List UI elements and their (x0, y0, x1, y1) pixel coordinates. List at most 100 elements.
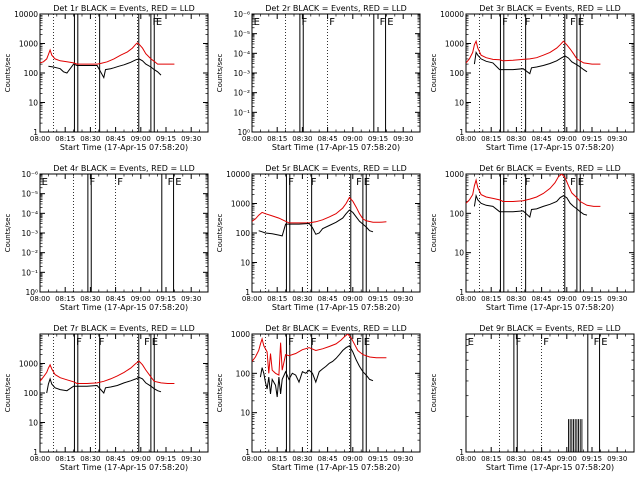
y-tick-label: 10⁻¹ (233, 108, 250, 117)
y-tick-label: 10 (454, 99, 464, 108)
flag-label: F (570, 17, 576, 28)
flag-label: E (42, 177, 48, 188)
flag-label: E (175, 177, 181, 188)
panel-title: Det 9r BLACK = Events, RED = LLD (479, 324, 621, 333)
x-tick-label: 09:15 (582, 455, 602, 463)
flag-label: E (578, 177, 584, 188)
x-tick-label: 08:30 (292, 295, 312, 303)
y-axis-label: Counts/sec (216, 374, 224, 413)
x-tick-label: 08:15 (267, 455, 287, 463)
y-tick-label: 100 (236, 369, 251, 378)
x-axis-label: Start Time (17-Apr-15 07:58:20) (60, 143, 188, 152)
x-tick-label: 09:15 (156, 135, 176, 143)
y-tick-label: 1000 (19, 360, 38, 369)
flag-label: E (254, 17, 260, 28)
flag-label: F (502, 177, 508, 188)
y-tick-label: 10⁻³ (233, 69, 250, 78)
x-tick-label: 09:15 (368, 295, 388, 303)
y-tick-label: 10⁻⁴ (21, 209, 38, 218)
y-tick-label: 100 (450, 69, 465, 78)
x-tick-label: 09:30 (181, 455, 201, 463)
flag-label: F (543, 337, 549, 348)
x-tick-label: 08:15 (481, 135, 501, 143)
flag-label: E (387, 17, 393, 28)
x-tick-label: 09:15 (156, 455, 176, 463)
x-tick-label: 08:15 (55, 455, 75, 463)
x-tick-label: 08:30 (292, 455, 312, 463)
panel-title: Det 4r BLACK = Events, RED = LLD (53, 164, 195, 173)
flag-label: F (168, 177, 174, 188)
y-axis-label: Counts/sec (4, 54, 12, 93)
x-axis-label: Start Time (17-Apr-15 07:58:20) (272, 463, 400, 472)
x-tick-label: 08:30 (80, 455, 100, 463)
x-tick-label: 09:30 (607, 455, 627, 463)
y-tick-label: 1 (459, 288, 464, 297)
y-tick-label: 10⁻³ (21, 229, 38, 238)
x-axis-label: Start Time (17-Apr-15 07:58:20) (272, 143, 400, 152)
flag-label: F (594, 337, 600, 348)
flag-label: F (380, 17, 386, 28)
x-tick-label: 09:30 (181, 135, 201, 143)
y-tick-label: 10⁻⁶ (21, 170, 38, 179)
y-tick-label: 10 (240, 409, 250, 418)
x-tick-label: 08:15 (481, 455, 501, 463)
panel-title: Det 3r BLACK = Events, RED = LLD (479, 4, 621, 13)
y-tick-label: 1 (459, 128, 464, 137)
x-tick-label: 08:45 (532, 135, 552, 143)
flag-label: F (502, 17, 508, 28)
x-tick-label: 08:30 (506, 295, 526, 303)
x-tick-label: 08:15 (267, 295, 287, 303)
y-tick-label: 10 (240, 259, 250, 268)
x-tick-label: 09:30 (393, 455, 413, 463)
flag-label: F (329, 17, 335, 28)
y-tick-label: 10⁻⁴ (233, 49, 250, 58)
panel-title: Det 2r BLACK = Events, RED = LLD (265, 4, 407, 13)
x-tick-label: 09:00 (131, 295, 151, 303)
flag-label: F (288, 337, 294, 348)
x-tick-label: 09:30 (181, 295, 201, 303)
x-tick-label: 08:45 (318, 135, 338, 143)
events-series-line (473, 193, 588, 219)
y-tick-label: 10 (454, 249, 464, 258)
y-tick-label: 1000 (231, 330, 250, 339)
flag-label: F (288, 177, 294, 188)
x-tick-label: 09:00 (343, 135, 363, 143)
x-axis-label: Start Time (17-Apr-15 07:58:20) (486, 303, 614, 312)
x-tick-label: 09:15 (582, 295, 602, 303)
y-axis-label: Counts/sec (216, 214, 224, 253)
panel-det-1r: Det 1r BLACK = Events, RED = LLD FE 1 10 100… (4, 4, 209, 152)
panel-title: Det 6r BLACK = Events, RED = LLD (479, 164, 621, 173)
x-axis-label: Start Time (17-Apr-15 07:58:20) (486, 143, 614, 152)
y-axis-label: Counts/sec (430, 214, 438, 253)
x-tick-label: 09:00 (557, 295, 577, 303)
y-tick-label: 10 (28, 419, 38, 428)
x-tick-label: 08:45 (318, 455, 338, 463)
flag-label: F (516, 337, 522, 348)
y-tick-label: 10⁻² (233, 89, 250, 98)
x-tick-label: 08:00 (242, 135, 262, 143)
lld-series-line (40, 360, 175, 384)
y-tick-label: 10000 (14, 10, 38, 19)
x-tick-label: 08:15 (55, 295, 75, 303)
x-tick-label: 08:00 (456, 135, 476, 143)
events-series-line (473, 50, 588, 75)
x-tick-label: 08:30 (80, 135, 100, 143)
x-tick-label: 08:00 (456, 295, 476, 303)
lld-series-line (252, 196, 387, 224)
y-tick-label: 10⁻¹ (21, 268, 38, 277)
flag-label: F (311, 337, 317, 348)
x-tick-label: 09:00 (131, 135, 151, 143)
y-tick-label: 1 (245, 448, 250, 457)
flag-label: E (601, 337, 607, 348)
y-tick-label: 1000 (445, 40, 464, 49)
y-tick-label: 10⁻⁵ (21, 190, 38, 199)
y-tick-label: 1000 (445, 170, 464, 179)
x-tick-label: 08:00 (242, 455, 262, 463)
x-axis-label: Start Time (17-Apr-15 07:58:20) (486, 463, 614, 472)
